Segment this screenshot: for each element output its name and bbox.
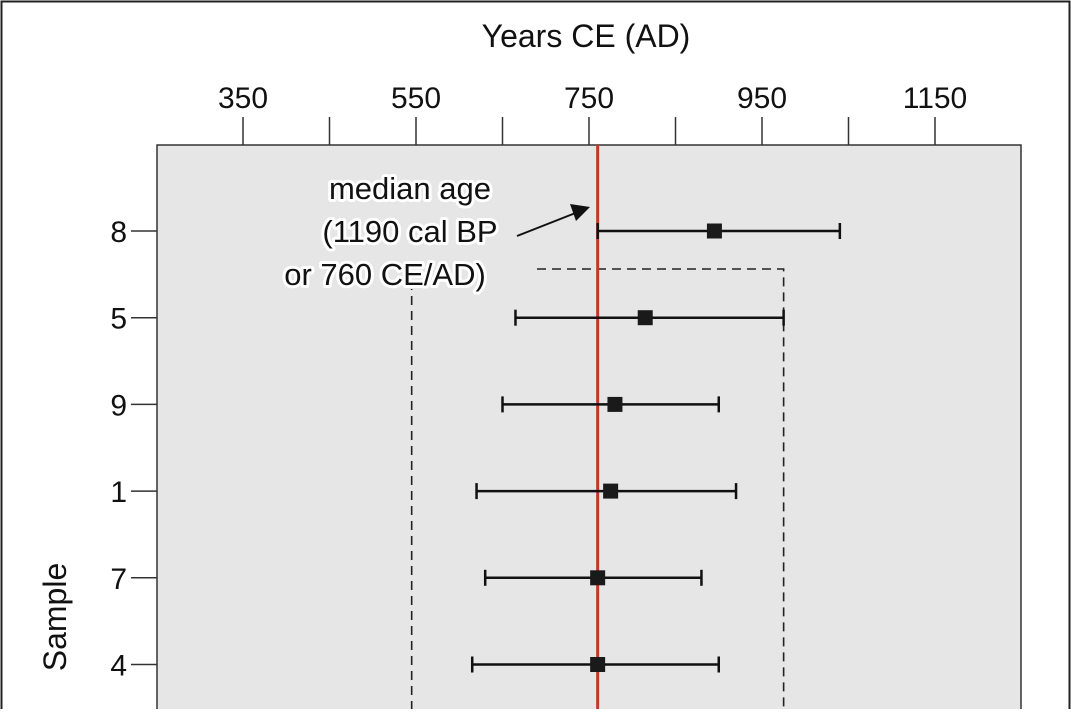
median-point bbox=[637, 310, 653, 326]
median-point bbox=[706, 223, 722, 239]
annotation-arrow-shaft bbox=[516, 211, 579, 237]
median-point bbox=[607, 396, 623, 412]
sample-1-mark bbox=[475, 483, 738, 500]
sample-7-mark bbox=[483, 569, 703, 586]
annotation-halo: or 760 CE/AD) bbox=[284, 257, 486, 292]
sample-8-mark bbox=[596, 223, 842, 239]
annotation-halo: (1190 cal BP bbox=[322, 214, 497, 249]
annotation-halo: median age bbox=[329, 171, 491, 206]
y-tick-label: 5 bbox=[110, 303, 127, 336]
plot-area bbox=[156, 144, 1022, 714]
sample-5-mark bbox=[514, 309, 785, 326]
x-tick-label: 550 bbox=[391, 82, 441, 115]
x-tick-label: 750 bbox=[564, 82, 614, 115]
axis-layer: 350 550 750 950 1150 8 5 9 1 7 4 bbox=[110, 82, 967, 683]
marks-layer bbox=[470, 223, 842, 673]
y-tick-label: 1 bbox=[110, 476, 127, 509]
x-tick-label: 950 bbox=[737, 82, 787, 115]
sample-4-mark bbox=[470, 656, 720, 673]
median-point bbox=[603, 483, 619, 499]
x-axis-title: Years CE (AD) bbox=[482, 18, 691, 54]
annotation-line: (1190 cal BP bbox=[322, 214, 497, 249]
x-tick-label: 350 bbox=[218, 82, 268, 115]
annotation-line: median age bbox=[329, 171, 491, 206]
dashed-range-layer bbox=[410, 268, 785, 714]
sample-9-mark bbox=[501, 396, 720, 413]
annotation-line: or 760 CE/AD) bbox=[284, 257, 486, 292]
y-tick-label: 7 bbox=[110, 563, 127, 596]
y-tick-label: 8 bbox=[110, 216, 127, 249]
y-tick-label: 4 bbox=[110, 650, 127, 683]
median-point bbox=[590, 657, 606, 672]
median-point bbox=[590, 570, 606, 586]
x-tick-label: 1150 bbox=[903, 82, 968, 115]
annotation-arrow-head bbox=[570, 204, 590, 221]
y-axis-title: Sample bbox=[37, 563, 73, 672]
dashed-range-right bbox=[537, 268, 785, 714]
y-tick-label: 9 bbox=[110, 389, 127, 422]
